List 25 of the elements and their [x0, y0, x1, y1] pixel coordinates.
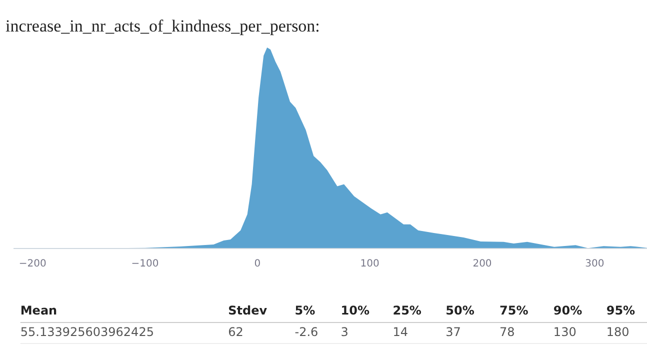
chart-title: increase_in_nr_acts_of_kindness_per_person: [6, 16, 320, 36]
x-tick-label: 300 [585, 258, 604, 270]
text: 37 [446, 325, 461, 339]
x-tick-label: 0 [254, 258, 261, 270]
text: 55.133925603962425 [20, 325, 154, 339]
text: 95% [606, 304, 636, 318]
x-tick-label: −200 [18, 258, 46, 270]
text: 3 [340, 325, 348, 339]
text: 5% [294, 304, 316, 318]
text: Stdev [228, 304, 268, 318]
text: 180 [606, 325, 630, 339]
text: -2.6 [294, 325, 318, 339]
text: 90% [553, 304, 582, 318]
x-tick-label: 100 [360, 258, 380, 270]
text: 50% [446, 304, 474, 318]
text: 130 [553, 325, 576, 339]
text: 78 [500, 325, 515, 339]
x-tick-label: −100 [131, 258, 159, 270]
text: 75% [500, 304, 528, 318]
text: 10% [340, 304, 370, 318]
text: 25% [392, 304, 422, 318]
text: 14 [392, 325, 408, 339]
x-tick-label: 200 [472, 258, 492, 270]
text: Mean [20, 304, 58, 318]
text: 62 [228, 325, 244, 339]
